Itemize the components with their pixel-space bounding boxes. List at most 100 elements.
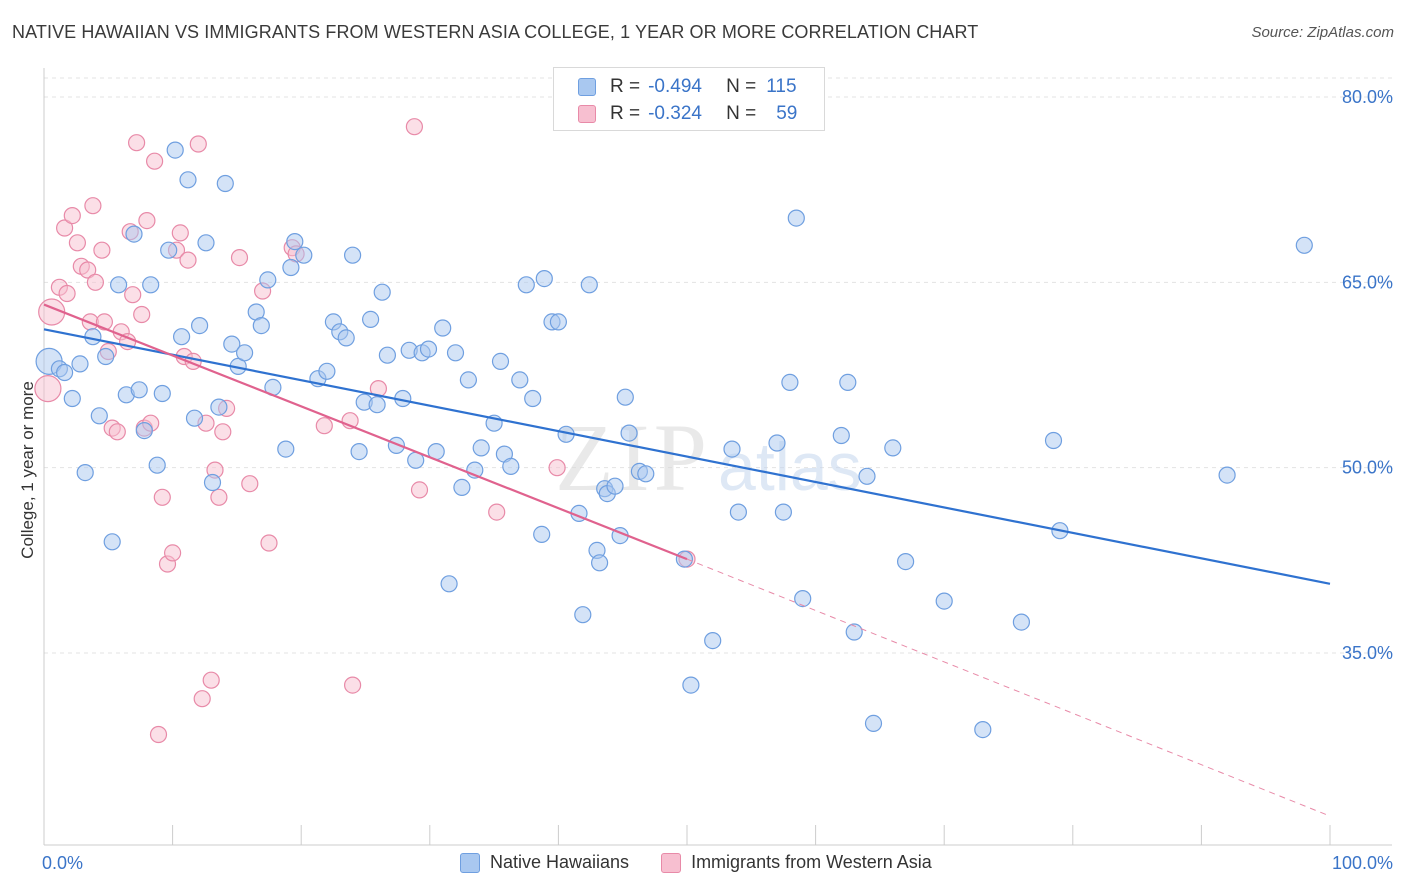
legend-swatch-pink [578,105,596,123]
point-immigrants-western-asia-4 [58,284,76,303]
point-native-hawaiians-5 [76,464,94,482]
point-immigrants-western-asia-26 [146,152,164,170]
legend-n-label: N = [726,76,757,97]
point-native-hawaiians-107 [935,592,953,610]
source-credit: Source: ZipAtlas.com [1251,24,1394,41]
correlation-legend: R = -0.494 N = 115 R = -0.324 N = 59 [553,67,825,131]
point-native-hawaiians-17 [153,384,171,403]
point-native-hawaiians-64 [472,439,490,457]
point-native-hawaiians-94 [729,503,748,521]
legend-n-value: 115 [766,76,797,97]
point-native-hawaiians-6 [84,328,102,346]
point-native-hawaiians-26 [210,398,228,416]
trend-extension-immigrants-western-asia [686,558,1331,817]
point-immigrants-western-asia-8 [79,261,97,279]
point-native-hawaiians-47 [362,310,380,328]
tick-labels: 35.0% 50.0% 65.0% 80.0% 0.0% 100.0% [42,87,1393,873]
point-immigrants-western-asia-32 [171,224,189,242]
x-tick-label-1: 100.0% [1332,853,1393,873]
axes [43,68,1392,846]
point-native-hawaiians-108 [974,720,992,739]
point-immigrants-western-asia-52 [344,676,362,694]
point-immigrants-western-asia-56 [488,503,506,521]
point-immigrants-western-asia-39 [202,671,220,689]
point-native-hawaiians-13 [130,381,148,399]
point-native-hawaiians-59 [440,575,458,593]
legend-r-value: -0.494 [648,76,702,97]
legend-row-immigrants-western-asia: R = -0.324 N = 59 [578,101,797,127]
point-native-hawaiians-112 [1218,466,1236,484]
point-native-hawaiians-38 [295,246,313,264]
point-immigrants-western-asia-28 [153,488,171,506]
legend-item-native-hawaiians: Native Hawaiians [460,852,629,873]
point-native-hawaiians-105 [884,439,902,457]
y-tick-label-3: 80.0% [1342,87,1393,107]
point-immigrants-western-asia-6 [68,234,87,252]
point-native-hawaiians-50 [378,346,396,364]
point-native-hawaiians-56 [419,340,438,358]
point-native-hawaiians-87 [620,424,638,442]
point-immigrants-western-asia-44 [230,249,249,267]
trend-line-immigrants-western-asia [43,303,688,561]
point-native-hawaiians-8 [97,347,115,366]
point-immigrants-western-asia-54 [405,118,423,136]
point-native-hawaiians-92 [704,631,722,650]
point-native-hawaiians-24 [197,234,215,252]
point-native-hawaiians-71 [524,389,542,408]
point-native-hawaiians-27 [216,174,234,193]
point-native-hawaiians-20 [173,328,191,346]
point-native-hawaiians-22 [185,409,204,427]
x-tick-label-0: 0.0% [42,853,83,873]
point-native-hawaiians-9 [103,533,121,551]
point-native-hawaiians-36 [282,258,300,277]
point-native-hawaiians-96 [774,503,793,521]
point-native-hawaiians-48 [368,396,386,414]
point-native-hawaiians-28 [223,335,241,353]
point-native-hawaiians-12 [125,225,143,243]
point-native-hawaiians-25 [203,473,222,492]
point-native-hawaiians-99 [794,589,812,608]
point-native-hawaiians-61 [453,478,471,496]
legend-r-label: R = [610,103,641,124]
point-immigrants-western-asia-45 [241,475,259,493]
point-native-hawaiians-7 [90,407,108,425]
point-native-hawaiians-37 [286,233,304,251]
point-native-hawaiians-16 [148,456,166,474]
legend-r-value: -0.324 [648,103,702,124]
point-native-hawaiians-2 [55,363,74,382]
point-native-hawaiians-89 [637,465,655,483]
point-immigrants-western-asia-16 [108,423,126,441]
trend-lines [43,303,1331,817]
point-immigrants-western-asia-21 [128,134,146,152]
point-immigrants-western-asia-47 [260,534,278,552]
point-native-hawaiians-60 [446,344,465,362]
point-native-hawaiians-84 [606,477,624,495]
point-native-hawaiians-81 [590,554,609,572]
point-native-hawaiians-79 [580,276,598,294]
point-immigrants-western-asia-42 [214,423,232,441]
point-native-hawaiians-109 [1012,613,1031,631]
point-native-hawaiians-98 [787,209,805,227]
legend-n-value: 59 [776,103,798,124]
y-tick-label-0: 35.0% [1342,643,1393,663]
point-native-hawaiians-58 [434,319,452,337]
point-native-hawaiians-75 [549,313,568,331]
legend-item-immigrants-western-asia: Immigrants from Western Asia [661,852,932,873]
point-native-hawaiians-86 [616,388,634,406]
point-native-hawaiians-106 [896,552,915,571]
point-native-hawaiians-15 [142,276,160,294]
point-immigrants-western-asia-55 [410,481,429,499]
point-native-hawaiians-72 [533,525,551,544]
point-native-hawaiians-104 [864,714,883,733]
point-native-hawaiians-102 [845,623,863,641]
point-native-hawaiians-44 [344,246,362,264]
point-native-hawaiians-68 [502,457,520,475]
point-immigrants-western-asia-3 [55,219,74,237]
point-native-hawaiians-30 [236,344,254,362]
point-native-hawaiians-32 [252,317,270,335]
point-immigrants-western-asia-12 [93,241,111,259]
point-native-hawaiians-113 [1295,236,1313,254]
point-immigrants-western-asia-41 [210,488,228,506]
point-native-hawaiians-21 [179,171,197,189]
